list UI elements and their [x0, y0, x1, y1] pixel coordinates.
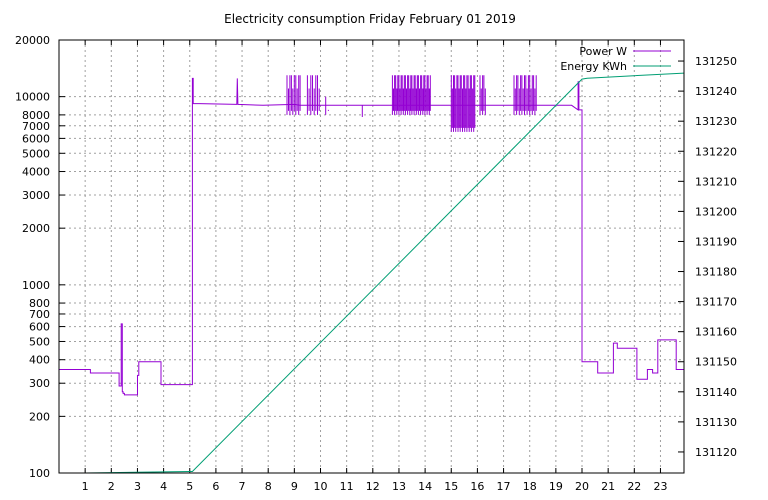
y-right-tick-label: 131210 [695, 175, 737, 188]
y-left-tick-label: 800 [29, 297, 50, 310]
legend-label: Energy KWh [560, 60, 627, 73]
plot-frame [58, 39, 685, 474]
x-tick-label: 19 [549, 480, 563, 493]
y-left-tick-label: 10000 [15, 91, 50, 104]
y-left-tick-label: 600 [29, 321, 50, 334]
x-tick-label: 9 [291, 480, 298, 493]
x-tick-label: 20 [575, 480, 589, 493]
x-tick-label: 13 [392, 480, 406, 493]
y-right-tick-label: 131200 [695, 205, 737, 218]
x-tick-label: 23 [653, 480, 667, 493]
x-tick-label: 17 [497, 480, 511, 493]
x-tick-label: 18 [523, 480, 537, 493]
y-right-tick-label: 131240 [695, 85, 737, 98]
power-spike-cluster [325, 96, 329, 115]
y-axis-right: 131120 131130 131140 131150 131160 131170 1311… [678, 55, 737, 459]
y-left-tick-label: 500 [29, 335, 50, 348]
x-tick-label: 15 [444, 480, 458, 493]
legend-label: Power W [579, 45, 627, 58]
chart-title: Electricity consumption Friday February … [224, 12, 516, 26]
x-tick-label: 4 [160, 480, 167, 493]
power-w-line [59, 77, 684, 396]
x-axis: 1 2 3 4 5 6 7 8 9 10 11 12 13 14 15 16 17 18 19 20 21 22 23 [82, 40, 667, 493]
x-tick-label: 5 [186, 480, 193, 493]
y-left-tick-label: 2000 [22, 222, 50, 235]
y-left-tick-label: 20000 [15, 34, 50, 47]
x-tick-label: 21 [601, 480, 615, 493]
y-left-tick-label: 3000 [22, 189, 50, 202]
y-left-tick-label: 100 [29, 467, 50, 480]
y-right-tick-label: 131180 [695, 266, 737, 279]
power-spike-cluster [450, 75, 476, 132]
power-spike-cluster [306, 75, 320, 115]
x-tick-label: 10 [314, 480, 328, 493]
y-left-tick-label: 6000 [22, 132, 50, 145]
y-left-tick-label: 4000 [22, 166, 50, 179]
y-right-tick-label: 131130 [695, 416, 737, 429]
x-tick-label: 8 [265, 480, 272, 493]
x-tick-label: 2 [108, 480, 115, 493]
y-left-tick-label: 1000 [22, 279, 50, 292]
y-left-tick-label: 400 [29, 354, 50, 367]
x-tick-label: 11 [340, 480, 354, 493]
power-spike-cluster [391, 75, 431, 115]
y-right-tick-label: 131160 [695, 326, 737, 339]
y-left-tick-label: 8000 [22, 109, 50, 122]
y-right-tick-label: 131230 [695, 115, 737, 128]
power-spike-cluster [286, 75, 301, 115]
y-right-tick-label: 131140 [695, 386, 737, 399]
y-right-tick-label: 131120 [695, 446, 737, 459]
y-left-tick-label: 700 [29, 308, 50, 321]
x-tick-label: 1 [82, 480, 89, 493]
y-left-tick-label: 7000 [22, 120, 50, 133]
y-left-tick-label: 200 [29, 410, 50, 423]
x-tick-label: 22 [627, 480, 641, 493]
x-tick-label: 14 [418, 480, 432, 493]
power-spike-cluster [513, 75, 537, 115]
y-right-tick-label: 131170 [695, 296, 737, 309]
y-left-tick-label: 300 [29, 377, 50, 390]
y-right-tick-label: 131150 [695, 356, 737, 369]
x-tick-label: 7 [239, 480, 246, 493]
y-right-tick-label: 131250 [695, 55, 737, 68]
y-right-tick-label: 131220 [695, 145, 737, 158]
y-right-tick-label: 131190 [695, 235, 737, 248]
x-tick-label: 6 [212, 480, 219, 493]
legend: Power W Energy KWh [560, 45, 671, 73]
plot-area [59, 72, 685, 474]
y-left-tick-label: 5000 [22, 147, 50, 160]
x-tick-label: 12 [366, 480, 380, 493]
x-tick-label: 16 [470, 480, 484, 493]
power-spike-cluster [479, 75, 486, 115]
grid-lines [59, 40, 684, 473]
energy-kwh-line [85, 72, 685, 474]
x-tick-label: 3 [134, 480, 141, 493]
